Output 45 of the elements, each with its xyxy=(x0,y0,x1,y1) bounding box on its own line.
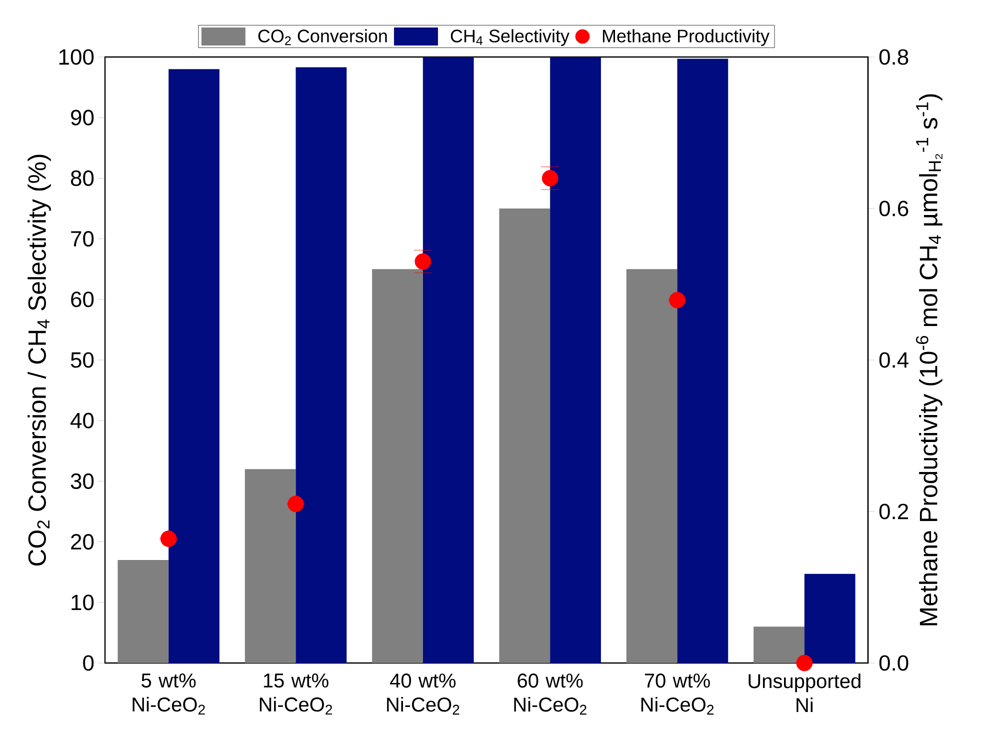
x-tick-label: Unsupported Ni xyxy=(748,674,860,712)
x-tick-label: 15 wt% Ni-CeO$_{2}$ xyxy=(260,674,332,714)
x-tick-label: 60 wt% Ni-CeO$_{2}$ xyxy=(514,674,586,715)
point xyxy=(288,496,304,512)
y-tick-label: 80 xyxy=(70,170,94,186)
y-tick-label: 40 xyxy=(70,412,94,428)
bar xyxy=(168,69,220,663)
bar xyxy=(550,56,601,663)
point xyxy=(414,253,432,270)
x-tick-label: 5 wt% Ni-CeO$_{2}$ xyxy=(132,674,205,714)
y-axis-title: CO$_{2}$ Conversion / CH$_{4}$ Selectivity (%) xyxy=(28,154,51,566)
point xyxy=(796,654,813,672)
bar xyxy=(296,67,347,663)
y-tick-label: 10 xyxy=(72,594,94,610)
bar xyxy=(804,574,856,663)
y-tick-label: 70 xyxy=(71,231,94,247)
y-tick-label: 20 xyxy=(71,534,94,550)
point xyxy=(160,530,177,547)
y2-tick-label: 0.6 xyxy=(879,200,908,216)
point xyxy=(669,292,686,308)
legend-label: CO$_{2}$ Conversion xyxy=(258,29,387,46)
y-tick-label: 100 xyxy=(59,49,94,65)
y-tick-label: 50 xyxy=(70,352,94,368)
bar xyxy=(372,269,423,663)
x-tick-label: 70 wt% Ni-CeO$_{2}$ xyxy=(641,674,714,715)
y2-tick-label: 0.8 xyxy=(879,49,908,65)
bar xyxy=(754,626,804,663)
bar xyxy=(499,208,550,663)
bar xyxy=(677,58,728,663)
point xyxy=(542,170,558,186)
bar xyxy=(422,56,474,663)
legend-label: CH$_{4}$ Selectivity xyxy=(450,29,570,46)
bar xyxy=(118,560,169,663)
bar xyxy=(244,469,296,663)
x-tick-label: 40 wt% Ni-CeO$_{2}$ xyxy=(387,674,460,715)
y2-tick-label: 0.2 xyxy=(879,504,908,520)
y2-tick-label: 0.4 xyxy=(879,352,908,368)
y-tick-label: 60 xyxy=(71,292,94,308)
legend-label: Methane Productivity xyxy=(602,29,770,46)
y-tick-label: 0 xyxy=(83,655,94,671)
y2-tick-label: 0.0 xyxy=(879,655,908,671)
bar xyxy=(626,269,678,663)
y-tick-label: 30 xyxy=(70,473,94,489)
y-tick-label: 90 xyxy=(71,110,94,126)
text: Methane Productivity (10$^{-6}$ mol CH$_{4}$ µmol$_{H₂}$$^{-1}$ s$^{-1}$) xyxy=(916,94,942,626)
